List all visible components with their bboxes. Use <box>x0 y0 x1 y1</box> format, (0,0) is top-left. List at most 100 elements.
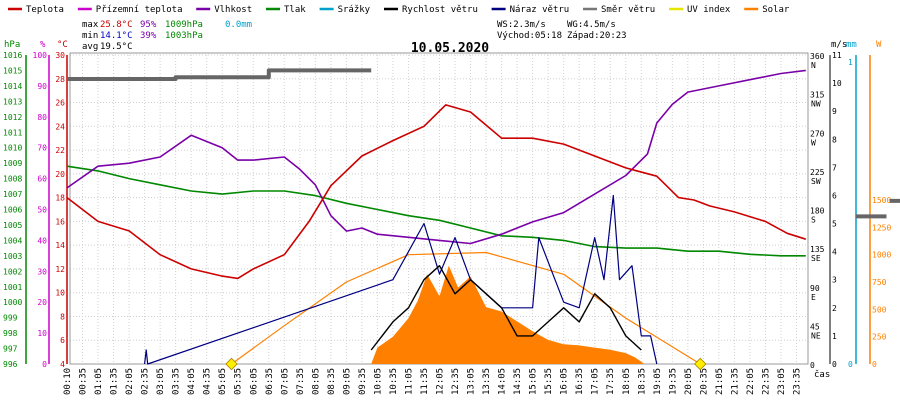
stat-max-temp: 25.8°C <box>100 20 133 30</box>
temp-tick-0: 30 <box>55 51 65 60</box>
dir-tick-6: 90 <box>810 284 820 293</box>
sunset-text: Západ:20:23 <box>567 31 627 41</box>
x-tick-label-32: 16:05 <box>560 368 570 395</box>
pct-tick-0: 100 <box>33 51 48 60</box>
hpa-tick-10: 1006 <box>3 206 22 215</box>
stat-max-label: max <box>82 20 99 30</box>
x-tick-label-37: 18:35 <box>637 368 647 395</box>
dir-tick-name-4: S <box>811 216 816 225</box>
stat-avg-label: avg <box>82 42 98 52</box>
x-tick-label-14: 07:05 <box>280 368 290 395</box>
legend-label-4: Srážky <box>338 5 371 15</box>
ms-axis-title: m/s <box>831 40 847 50</box>
dir-tick-name-0: N <box>811 61 816 70</box>
x-tick-label-34: 17:05 <box>591 368 601 395</box>
hpa-tick-2: 1014 <box>3 82 22 91</box>
plot-area <box>66 68 900 371</box>
x-tick-label-1: 00:35 <box>79 368 89 395</box>
w-tick-3: 750 <box>872 278 887 287</box>
mm-axis-title: mm <box>846 40 857 50</box>
time-axis-title: čas <box>814 369 830 380</box>
temp-tick-10: 10 <box>55 289 65 298</box>
series-humidity <box>66 69 806 245</box>
series-temperature <box>66 104 807 280</box>
x-tick-label-45: 22:35 <box>761 368 771 395</box>
hpa-tick-1: 1015 <box>3 66 22 75</box>
ms-tick-1: 10 <box>832 79 842 88</box>
hpa-tick-0: 1016 <box>3 51 22 60</box>
x-tick-label-3: 01:35 <box>110 368 120 395</box>
hpa-tick-4: 1012 <box>3 113 22 122</box>
hpa-tick-15: 1001 <box>3 283 22 292</box>
x-tick-label-8: 04:05 <box>187 368 197 395</box>
dir-tick-0: 360 <box>810 52 825 61</box>
ms-tick-8: 3 <box>832 276 837 285</box>
pct-tick-5: 50 <box>37 206 47 215</box>
chart-title: 10.05.2020 <box>411 41 489 56</box>
stat-avg-temp: 19.5°C <box>100 42 133 52</box>
hpa-tick-6: 1010 <box>3 144 22 153</box>
hpa-tick-20: 996 <box>3 360 18 369</box>
x-tick-label-41: 20:35 <box>699 368 709 395</box>
x-tick-label-24: 12:05 <box>436 368 446 395</box>
hpa-tick-8: 1008 <box>3 175 22 184</box>
temp-tick-7: 16 <box>55 217 65 226</box>
x-tick-label-31: 15:35 <box>544 368 554 395</box>
dir-tick-name-1: NW <box>811 100 821 109</box>
temp-tick-11: 8 <box>60 312 65 321</box>
stat-max-rain: 0.0mm <box>225 20 252 30</box>
x-tick-label-38: 19:05 <box>653 368 663 395</box>
dir-tick-2: 270 <box>810 129 825 138</box>
pct-tick-3: 70 <box>37 144 47 153</box>
legend-label-7: Směr větru <box>601 5 655 15</box>
temp-axis-title: °C <box>57 40 68 50</box>
series-solar-theoretical <box>231 251 701 365</box>
dir-tick-1: 315 <box>810 91 825 100</box>
hpa-axis-title: hPa <box>4 40 20 50</box>
dir-tick-4: 180 <box>810 207 825 216</box>
x-tick-label-16: 08:05 <box>311 368 321 395</box>
x-tick-label-42: 21:05 <box>715 368 725 395</box>
hpa-tick-18: 998 <box>3 329 18 338</box>
series-pressure <box>66 165 806 257</box>
pct-tick-4: 60 <box>37 175 47 184</box>
pct-tick-6: 40 <box>37 236 47 245</box>
ms-tick-11: 0 <box>832 360 837 369</box>
legend-label-8: UV index <box>687 5 731 15</box>
mm-tick-1: 0 <box>848 360 853 369</box>
temp-tick-2: 26 <box>55 99 65 108</box>
series-wind-direction <box>67 68 372 81</box>
w-tick-0: 1500 <box>872 196 891 205</box>
stat-min-press: 1003hPa <box>165 31 203 41</box>
x-tick-label-15: 07:35 <box>296 368 306 395</box>
series-wind-gust <box>144 194 658 365</box>
w-tick-1: 1250 <box>872 223 891 232</box>
dir-tick-name-5: SE <box>811 254 821 263</box>
dir-tick-8: 0 <box>810 361 815 370</box>
dir-tick-name-3: SW <box>811 177 821 186</box>
ms-tick-0: 11 <box>832 51 842 60</box>
hpa-tick-13: 1003 <box>3 252 22 261</box>
pct-tick-2: 80 <box>37 113 47 122</box>
dir-tick-7: 45 <box>810 322 820 331</box>
hpa-tick-19: 997 <box>3 345 18 354</box>
temp-tick-8: 14 <box>55 241 65 250</box>
x-tick-label-17: 08:35 <box>327 368 337 395</box>
temp-tick-3: 24 <box>55 122 65 131</box>
x-tick-label-5: 02:35 <box>141 368 151 395</box>
hpa-tick-12: 1004 <box>3 236 22 245</box>
x-tick-label-43: 21:35 <box>730 368 740 395</box>
mm-tick-0: 1 <box>848 58 853 67</box>
x-tick-label-13: 06:35 <box>265 368 275 395</box>
pct-tick-10: 0 <box>42 360 47 369</box>
x-tick-label-35: 17:35 <box>606 368 616 395</box>
x-tick-label-9: 04:35 <box>203 368 213 395</box>
hpa-tick-11: 1005 <box>3 221 22 230</box>
x-tick-label-46: 23:05 <box>777 368 787 395</box>
legend-label-2: Vlhkost <box>214 5 252 15</box>
temp-tick-9: 12 <box>55 265 65 274</box>
wind-info-block: WS:2.3m/s WG:4.5m/s Východ:05:18 Západ:2… <box>497 20 627 41</box>
x-tick-label-18: 09:05 <box>342 368 352 395</box>
hpa-tick-3: 1013 <box>3 97 22 106</box>
